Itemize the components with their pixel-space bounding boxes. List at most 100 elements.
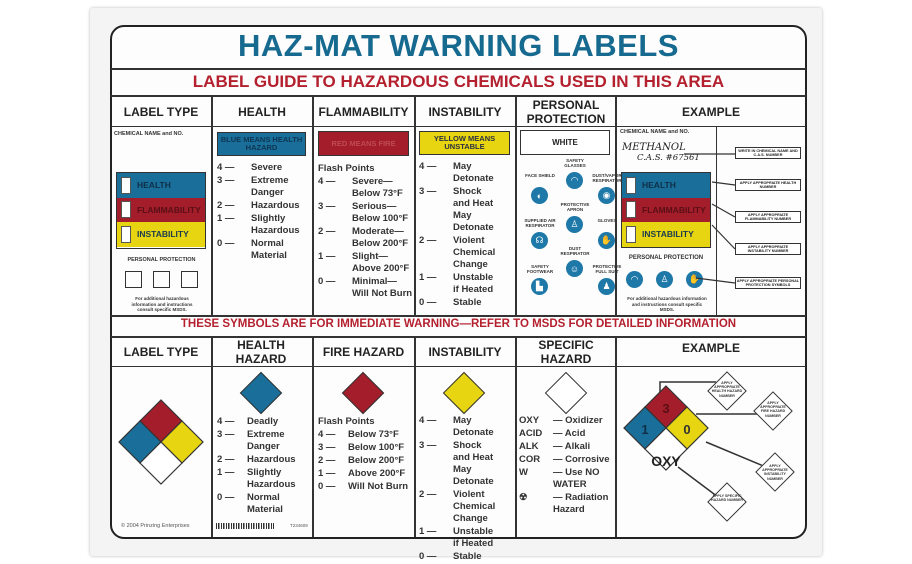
health-band: HEALTH <box>117 173 205 198</box>
instability-band: INSTABILITY <box>117 222 205 247</box>
example-chemical-label: CHEMICAL NAME and NO. <box>620 129 690 135</box>
chemical-name-label: CHEMICAL NAME and NO. <box>114 131 184 137</box>
rating-item: 1 — Above 200°F <box>318 468 413 480</box>
rating-number: W <box>519 467 528 478</box>
rating-number: 0 — <box>419 551 437 562</box>
rating-text: Slightly Hazardous <box>247 467 296 490</box>
pp-icon-label: FACE SHIELD <box>525 173 555 178</box>
full-suit-icon: ♟ <box>598 278 615 295</box>
rating-text: Minimal— Will Not Burn <box>352 276 413 299</box>
safety-glasses-icon: ◠ <box>566 172 583 189</box>
rating-item: 3 — Serious— Below 100°F <box>318 201 413 225</box>
rating-item: 0 — Minimal— Will Not Burn <box>318 276 413 300</box>
rating-number: 0 — <box>217 492 235 503</box>
rating-number: 4 — <box>217 416 235 427</box>
rating-text: — Corrosive <box>553 454 610 465</box>
rating-item: COR — Corrosive <box>519 454 614 466</box>
rating-item: 4 — May Detonate <box>419 415 514 439</box>
warning-line: THESE SYMBOLS ARE FOR IMMEDIATE WARNING—… <box>180 318 737 330</box>
label-sample: HEALTH FLAMMABILITY INSTABILITY <box>116 172 206 249</box>
rating-text: Extreme Danger <box>251 175 289 198</box>
rating-text: Will Not Burn <box>348 481 409 492</box>
dust-respirator-icon: ☺ <box>566 260 583 277</box>
handwritten-chemical-name: METHANOL <box>622 142 686 153</box>
rating-item: 2 — Violent Chemical Change <box>419 235 514 271</box>
callout-instability: APPLY APPROPRIATE INSTABILITY NUMBER <box>762 464 788 481</box>
rating-item: W — Use NO WATER <box>519 467 614 491</box>
rating-number: 0 — <box>318 481 336 492</box>
rating-number: 4 — <box>318 429 336 440</box>
flammability-band: FLAMMABILITY <box>622 197 710 222</box>
rating-text: May Detonate <box>453 161 494 184</box>
header-example: EXAMPLE <box>681 341 740 355</box>
header-example: EXAMPLE <box>681 104 740 119</box>
pp-icon-label: DUST RESPIRATOR <box>560 246 590 256</box>
supplied-air-icon: ☊ <box>531 232 548 249</box>
rating-text: Shock and Heat May Detonate <box>453 186 494 233</box>
flammability-band: FLAMMABILITY <box>117 197 205 222</box>
rating-number: 2 — <box>419 235 437 246</box>
copyright: © 2004 Prinzing Enterprises <box>121 523 190 529</box>
rating-item: ACID — Acid <box>519 428 614 440</box>
rating-number: 0 — <box>217 238 235 249</box>
callout-box: APPLY APPROPRIATE INSTABILITY NUMBER <box>735 243 801 255</box>
header-flammability: FLAMMABILITY <box>318 104 409 119</box>
rating-item: 3 — Extreme Danger <box>217 429 311 453</box>
rating-text: Unstable if Heated <box>453 526 494 549</box>
rating-text: Stable <box>453 297 482 308</box>
rating-text: Normal Material <box>247 492 283 515</box>
specific-quadrant <box>644 427 688 471</box>
rating-text: Violent Chemical Change <box>453 235 496 270</box>
rating-number: 2 — <box>217 200 235 211</box>
divider <box>111 315 806 317</box>
rating-text: — Oxidizer <box>553 415 603 426</box>
col-divider <box>615 337 617 537</box>
apron-icon: ♙ <box>566 216 583 233</box>
rating-item: 2 — Below 200°F <box>318 455 413 467</box>
rating-text: Normal Material <box>251 238 287 261</box>
pp-icon-label: SUPPLIED AIR RESPIRATOR <box>524 218 556 228</box>
rating-item: 4 — Severe— Below 73°F <box>318 176 413 200</box>
col-divider <box>414 96 416 316</box>
rating-text: — Radiation Hazard <box>553 492 609 515</box>
flash-points-heading: Flash Points <box>318 416 375 427</box>
rating-item: 2 — Moderate— Below 200°F <box>318 226 413 250</box>
rating-text: Extreme Danger <box>247 429 285 452</box>
rating-text: Severe— Below 73°F <box>352 176 403 199</box>
rating-text: Hazardous <box>247 454 296 465</box>
callout-box: APPLY APPROPRIATE FLAMMABILITY NUMBER <box>735 211 801 223</box>
white-box: WHITE <box>520 130 610 155</box>
rating-text: Slight— Above 200°F <box>352 251 410 274</box>
rating-item: 3 — Shock and Heat May Detonate <box>419 186 514 234</box>
health-hazard-ratings: 4 — Deadly 3 — Extreme Danger 2 — Hazardous 1 … <box>217 416 311 517</box>
rating-number: 1 — <box>419 272 437 283</box>
rating-item: 4 — Severe <box>217 162 311 174</box>
rating-item: 1 — Unstable if Heated <box>419 526 514 550</box>
col-divider <box>312 337 314 537</box>
rating-text: Above 200°F <box>348 468 406 479</box>
health-ratings: 4 — Severe 3 — Extreme Danger 2 — Hazardous 1 … <box>217 162 311 263</box>
rating-item: 3 — Extreme Danger <box>217 175 311 199</box>
blue-means-box: BLUE MEANS HEALTH HAZARD <box>217 132 306 156</box>
callout-fire: APPLY APPROPRIATE FIRE HAZARD NUMBER <box>760 401 786 418</box>
rating-item: 2 — Hazardous <box>217 454 311 466</box>
divider <box>111 95 806 97</box>
rating-item: 4 — Below 73°F <box>318 429 413 441</box>
rating-number: 3 — <box>419 440 437 451</box>
rating-number: 1 — <box>318 251 336 262</box>
rating-item: 0 — Normal Material <box>217 238 311 262</box>
rating-text: Deadly <box>247 416 279 427</box>
instability-number: 0 <box>683 422 690 437</box>
pp-icon-label: DUST/VAPOR RESPIRATOR <box>592 173 622 183</box>
msds-note: For additional hazardous information and… <box>131 296 193 312</box>
pp-icon-label: PROTECTIVE APRON <box>560 202 590 212</box>
personal-protection-label: PERSONAL PROTECTION <box>127 257 196 263</box>
example-diamond: 3 1 0 OXY <box>623 381 767 498</box>
gloves-icon: ✋ <box>686 271 703 288</box>
col-divider <box>312 96 314 316</box>
rating-item: 4 — May Detonate <box>419 161 514 185</box>
rating-number: 4 — <box>217 162 235 173</box>
rating-number: ☢ <box>519 492 528 503</box>
header-health-hazard: HEALTH HAZARD <box>235 338 287 366</box>
rating-number: 3 — <box>217 175 235 186</box>
